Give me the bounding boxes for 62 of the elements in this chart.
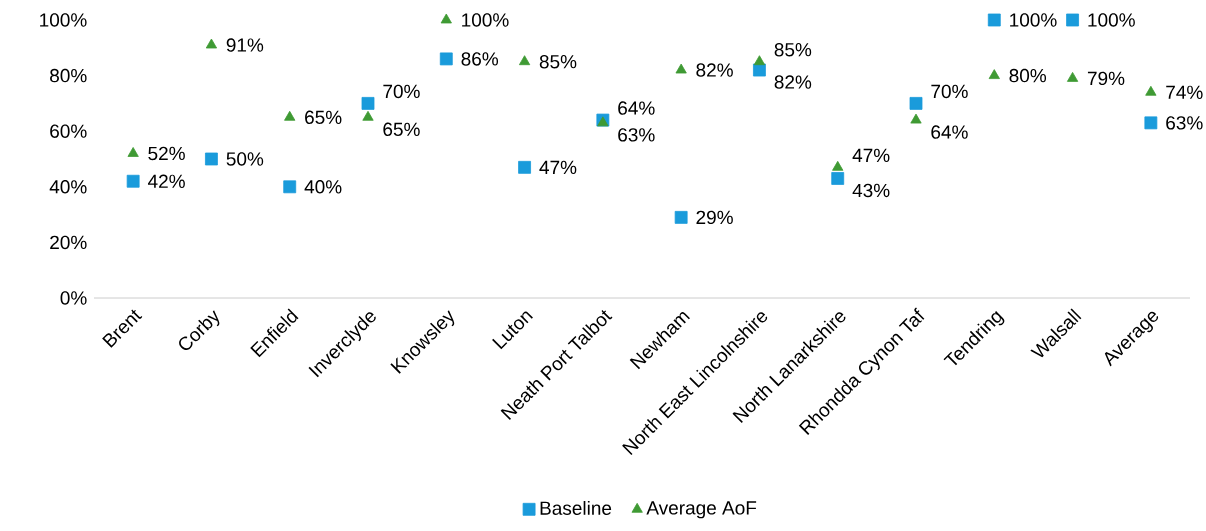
y-tick-label: 60% xyxy=(50,124,87,138)
data-label: 85% xyxy=(774,42,812,57)
point xyxy=(127,147,139,157)
point xyxy=(831,172,845,185)
data-label: 82% xyxy=(774,75,812,89)
data-label: 80% xyxy=(1009,68,1047,83)
point xyxy=(362,110,374,121)
data-label: 85% xyxy=(539,54,577,69)
data-label: 63% xyxy=(618,128,655,142)
point xyxy=(1145,85,1157,96)
data-label: 64% xyxy=(618,101,655,115)
data-label: 63% xyxy=(1166,116,1203,130)
data-label: 40% xyxy=(304,180,342,194)
data-label: 74% xyxy=(1166,85,1203,99)
point xyxy=(284,110,296,121)
point xyxy=(832,160,844,171)
data-label: 29% xyxy=(696,210,733,225)
point xyxy=(1144,116,1158,130)
data-label: 52% xyxy=(148,146,185,161)
data-label: 82% xyxy=(696,63,733,77)
point xyxy=(1066,71,1079,82)
data-label: 79% xyxy=(1087,71,1125,86)
point xyxy=(439,52,453,66)
data-label: 70% xyxy=(931,84,968,99)
point xyxy=(987,13,1001,27)
data-label: 65% xyxy=(305,110,342,125)
point xyxy=(205,152,218,166)
point xyxy=(440,13,452,24)
data-label: 100% xyxy=(1010,13,1057,27)
point xyxy=(988,69,1000,79)
point xyxy=(361,97,375,110)
point xyxy=(283,180,297,194)
legend-label: Baseline xyxy=(540,501,612,515)
point xyxy=(1066,13,1079,27)
data-label: 65% xyxy=(383,122,420,137)
data-label: 100% xyxy=(1088,13,1135,27)
data-label: 42% xyxy=(147,174,185,188)
data-label: 47% xyxy=(539,160,577,174)
data-label: 43% xyxy=(852,183,890,198)
data-label: 86% xyxy=(461,52,499,66)
point xyxy=(518,160,531,174)
y-tick-label: 40% xyxy=(49,180,87,194)
y-tick-label: 0% xyxy=(60,291,87,305)
point xyxy=(674,210,688,224)
data-label: 64% xyxy=(931,125,968,139)
legend-label: Average AoF xyxy=(646,501,757,519)
y-tick-label: 80% xyxy=(50,68,87,83)
point xyxy=(753,55,766,66)
point xyxy=(126,174,140,188)
data-label: 100% xyxy=(462,13,509,27)
data-label: 47% xyxy=(852,148,890,162)
y-tick-label: 20% xyxy=(50,235,87,250)
point xyxy=(910,113,922,124)
point xyxy=(518,55,531,66)
data-label: 91% xyxy=(226,38,264,52)
data-label: 70% xyxy=(383,84,420,99)
point xyxy=(205,38,218,49)
point xyxy=(675,63,687,74)
data-label: 50% xyxy=(226,152,264,166)
point xyxy=(909,97,923,110)
y-tick-label: 100% xyxy=(40,13,87,27)
point xyxy=(753,63,766,77)
